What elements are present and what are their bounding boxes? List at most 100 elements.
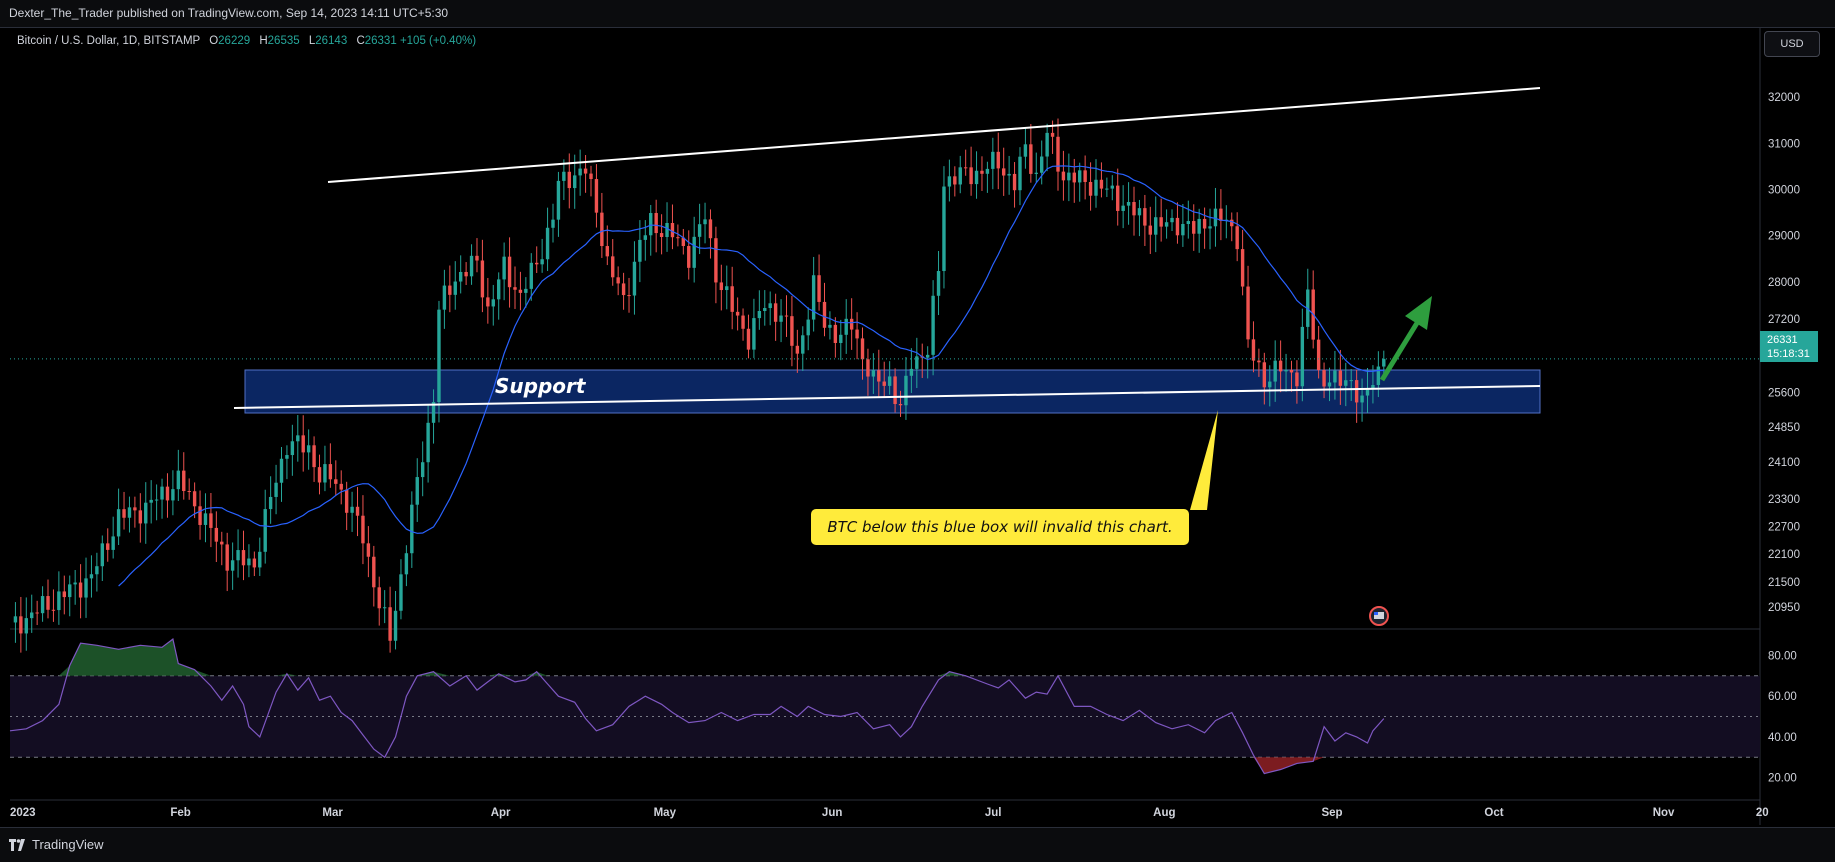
candle <box>165 473 170 518</box>
candle-body <box>904 375 908 406</box>
candle <box>882 361 886 398</box>
candle <box>1306 268 1310 339</box>
candle <box>551 203 555 243</box>
support-trendline[interactable] <box>233 385 1541 409</box>
candle-body <box>491 299 495 307</box>
candle-body <box>1045 132 1049 157</box>
candle <box>258 537 262 576</box>
candle-body <box>1175 217 1180 236</box>
candle-body <box>963 167 968 169</box>
candle-body <box>817 275 821 302</box>
candle <box>649 204 653 256</box>
candle <box>437 300 441 423</box>
candle <box>1083 155 1087 200</box>
candle-body <box>106 543 110 550</box>
candle-body <box>844 318 848 335</box>
candle-body <box>643 235 648 240</box>
candle-body <box>887 376 892 386</box>
candle <box>388 586 392 653</box>
candle <box>154 484 159 521</box>
candle-body <box>1001 168 1006 176</box>
us-event-flag-icon[interactable] <box>1369 606 1389 626</box>
low-label: L <box>308 35 316 47</box>
candle <box>1034 152 1038 183</box>
candle-body <box>535 262 539 265</box>
candle-body <box>779 315 783 322</box>
resistance-trendline[interactable] <box>327 87 1541 183</box>
candle <box>40 586 45 622</box>
candle-body <box>1213 208 1218 227</box>
candle-body <box>480 260 485 298</box>
candle-body <box>942 186 946 272</box>
candle-body <box>399 574 403 611</box>
currency-button[interactable]: USD <box>1764 31 1820 57</box>
time-tick-label: Feb <box>170 807 190 819</box>
candle <box>1126 182 1131 225</box>
price-tick-label: 24850 <box>1768 422 1800 434</box>
candle <box>1338 349 1343 405</box>
candle-body <box>1202 218 1207 229</box>
candle <box>203 493 208 543</box>
price-chart-svg[interactable]: 3300032000310003000029000280002720025600… <box>0 28 1835 827</box>
candle-body <box>931 295 935 355</box>
candle <box>382 590 387 624</box>
candle <box>192 482 197 519</box>
candle <box>296 415 300 462</box>
invalidation-note[interactable]: BTC below this blue box will invalid thi… <box>811 509 1189 545</box>
candle <box>1067 153 1071 202</box>
candle <box>497 272 501 320</box>
candle-body <box>344 489 349 513</box>
candle <box>643 220 648 261</box>
candle <box>1056 118 1060 191</box>
candle <box>757 290 762 330</box>
candle <box>735 297 740 331</box>
publish-line: Dexter_The_Trader published on TradingVi… <box>9 6 449 20</box>
candle <box>915 337 919 389</box>
candle <box>1137 199 1142 237</box>
candle-body <box>502 256 506 280</box>
bullish-arrow-icon[interactable] <box>1379 296 1432 382</box>
footer-bar: TradingView <box>0 827 1835 862</box>
candle-body <box>784 315 789 317</box>
candle <box>985 161 990 193</box>
time-tick-label: Jul <box>985 807 1002 819</box>
candle <box>306 429 311 470</box>
candle <box>942 166 946 289</box>
candle-body <box>116 509 121 537</box>
candle <box>285 445 289 480</box>
candle-body <box>828 324 832 328</box>
candle <box>535 246 539 274</box>
candle-body <box>882 381 886 386</box>
candle-body <box>404 553 409 575</box>
candle-body <box>1154 217 1158 235</box>
candle <box>486 277 490 324</box>
last-price-tag: 26331 15:18:31 <box>1760 331 1818 362</box>
candle <box>89 555 94 598</box>
candle <box>1132 186 1136 236</box>
candle-body <box>448 285 452 295</box>
candle-body <box>187 491 191 493</box>
candle-body <box>1116 185 1120 211</box>
rsi-axis: 80.00 60.00 40.00 20.00 <box>1768 650 1797 784</box>
candle-body <box>958 167 962 185</box>
candle <box>811 256 816 332</box>
candle <box>697 203 702 255</box>
candle-body <box>1235 226 1239 250</box>
tradingview-logo[interactable]: TradingView <box>9 837 104 852</box>
symbol-legend[interactable]: Bitcoin / U.S. Dollar, 1D, BITSTAMP O262… <box>17 35 476 47</box>
rsi-oversold-fill <box>10 757 1384 774</box>
candle-body <box>627 295 631 297</box>
candle <box>1170 209 1174 232</box>
candle <box>247 544 251 578</box>
candle-body <box>361 515 365 544</box>
candle <box>35 600 39 626</box>
candle <box>57 571 61 625</box>
candle-body <box>138 510 143 524</box>
candle <box>904 356 908 420</box>
chart-area[interactable]: 3300032000310003000029000280002720025600… <box>0 28 1835 827</box>
candle <box>909 348 914 393</box>
candle <box>84 557 88 618</box>
candle-body <box>236 550 240 561</box>
candle <box>263 489 267 564</box>
candle-body <box>355 506 360 516</box>
